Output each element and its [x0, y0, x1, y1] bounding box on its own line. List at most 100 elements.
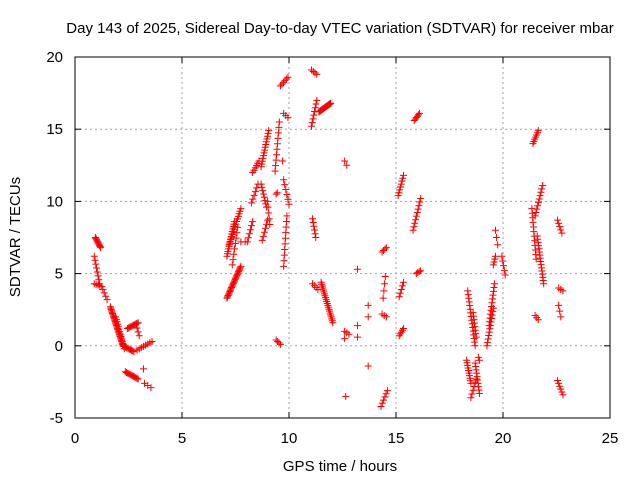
- data-point: [499, 257, 507, 265]
- data-point: [134, 375, 142, 383]
- data-point: [278, 80, 286, 88]
- data-point: [249, 195, 257, 203]
- data-point: [282, 75, 290, 83]
- data-point: [382, 313, 390, 321]
- data-point: [539, 182, 547, 190]
- data-point: [233, 229, 241, 237]
- data-point: [475, 356, 483, 364]
- data-point: [245, 230, 253, 238]
- data-point: [490, 258, 498, 266]
- data-point: [103, 296, 111, 304]
- data-point: [95, 276, 103, 284]
- data-point: [248, 199, 256, 207]
- data-point: [396, 330, 404, 338]
- data-point: [284, 73, 292, 81]
- data-point: [341, 157, 349, 165]
- data-point: [320, 288, 328, 296]
- data-point: [265, 215, 273, 223]
- data-point: [537, 188, 545, 196]
- data-point: [364, 313, 372, 321]
- data-point: [250, 191, 258, 199]
- data-point: [532, 208, 540, 216]
- data-point: [345, 330, 353, 338]
- data-point: [353, 265, 361, 273]
- data-point: [500, 266, 508, 274]
- data-point: [279, 157, 287, 165]
- data-point: [554, 376, 562, 384]
- data-point: [309, 280, 317, 288]
- data-point: [281, 77, 289, 85]
- data-point: [283, 190, 291, 198]
- x-tick-label: 5: [178, 430, 186, 447]
- data-point: [559, 287, 567, 295]
- data-point: [319, 286, 327, 294]
- data-point: [99, 285, 107, 293]
- data-point: [341, 335, 349, 343]
- data-point: [468, 390, 476, 398]
- data-point: [398, 326, 406, 334]
- data-point: [493, 234, 501, 241]
- y-tick-label: 10: [46, 193, 63, 210]
- data-point: [259, 187, 267, 195]
- data-point: [307, 66, 315, 74]
- data-point: [280, 176, 288, 184]
- data-point: [554, 216, 562, 224]
- data-point: [276, 82, 284, 90]
- data-point: [417, 267, 425, 275]
- data-point: [326, 309, 334, 317]
- data-point: [311, 104, 319, 112]
- data-point: [536, 192, 544, 200]
- data-point: [343, 161, 351, 169]
- data-point: [264, 197, 272, 205]
- data-point: [484, 338, 492, 346]
- data-point: [273, 189, 281, 197]
- data-point: [474, 353, 482, 361]
- data-point: [90, 252, 98, 260]
- data-point: [353, 333, 361, 341]
- data-point: [416, 198, 424, 206]
- data-point: [92, 260, 100, 268]
- data-point: [311, 230, 319, 238]
- data-point: [489, 261, 497, 269]
- grid: [75, 57, 610, 418]
- data-point: [97, 244, 105, 252]
- data-point: [500, 262, 508, 270]
- data-point: [492, 226, 500, 234]
- data-point: [532, 255, 540, 263]
- data-point: [309, 218, 317, 226]
- data-point: [534, 127, 542, 135]
- data-point: [399, 171, 407, 179]
- plot-frame: [74, 56, 611, 419]
- data-points: [90, 66, 567, 410]
- data-point: [133, 374, 141, 382]
- data-point: [557, 226, 565, 234]
- data-point: [276, 340, 284, 348]
- data-point: [266, 221, 274, 229]
- data-point: [471, 342, 479, 350]
- data-point: [396, 289, 404, 297]
- data-point: [467, 379, 475, 387]
- data-point: [398, 282, 406, 290]
- data-point: [236, 264, 244, 272]
- data-point: [395, 293, 403, 301]
- data-point: [534, 316, 542, 324]
- data-point: [251, 188, 259, 196]
- data-point: [322, 296, 330, 304]
- data-point: [397, 180, 405, 188]
- data-point: [135, 332, 143, 340]
- data-point: [260, 193, 268, 201]
- data-point: [229, 256, 237, 264]
- data-point: [413, 209, 421, 217]
- data-point: [329, 319, 337, 327]
- data-point: [279, 78, 287, 86]
- data-point: [258, 236, 266, 244]
- data-point: [498, 252, 506, 260]
- data-point: [102, 292, 110, 300]
- data-point: [259, 232, 267, 240]
- data-point: [231, 245, 239, 253]
- data-point: [556, 307, 564, 315]
- data-point: [501, 271, 509, 279]
- data-point: [94, 272, 102, 280]
- chart-title: Day 143 of 2025, Sidereal Day-to-day VTE…: [66, 20, 613, 37]
